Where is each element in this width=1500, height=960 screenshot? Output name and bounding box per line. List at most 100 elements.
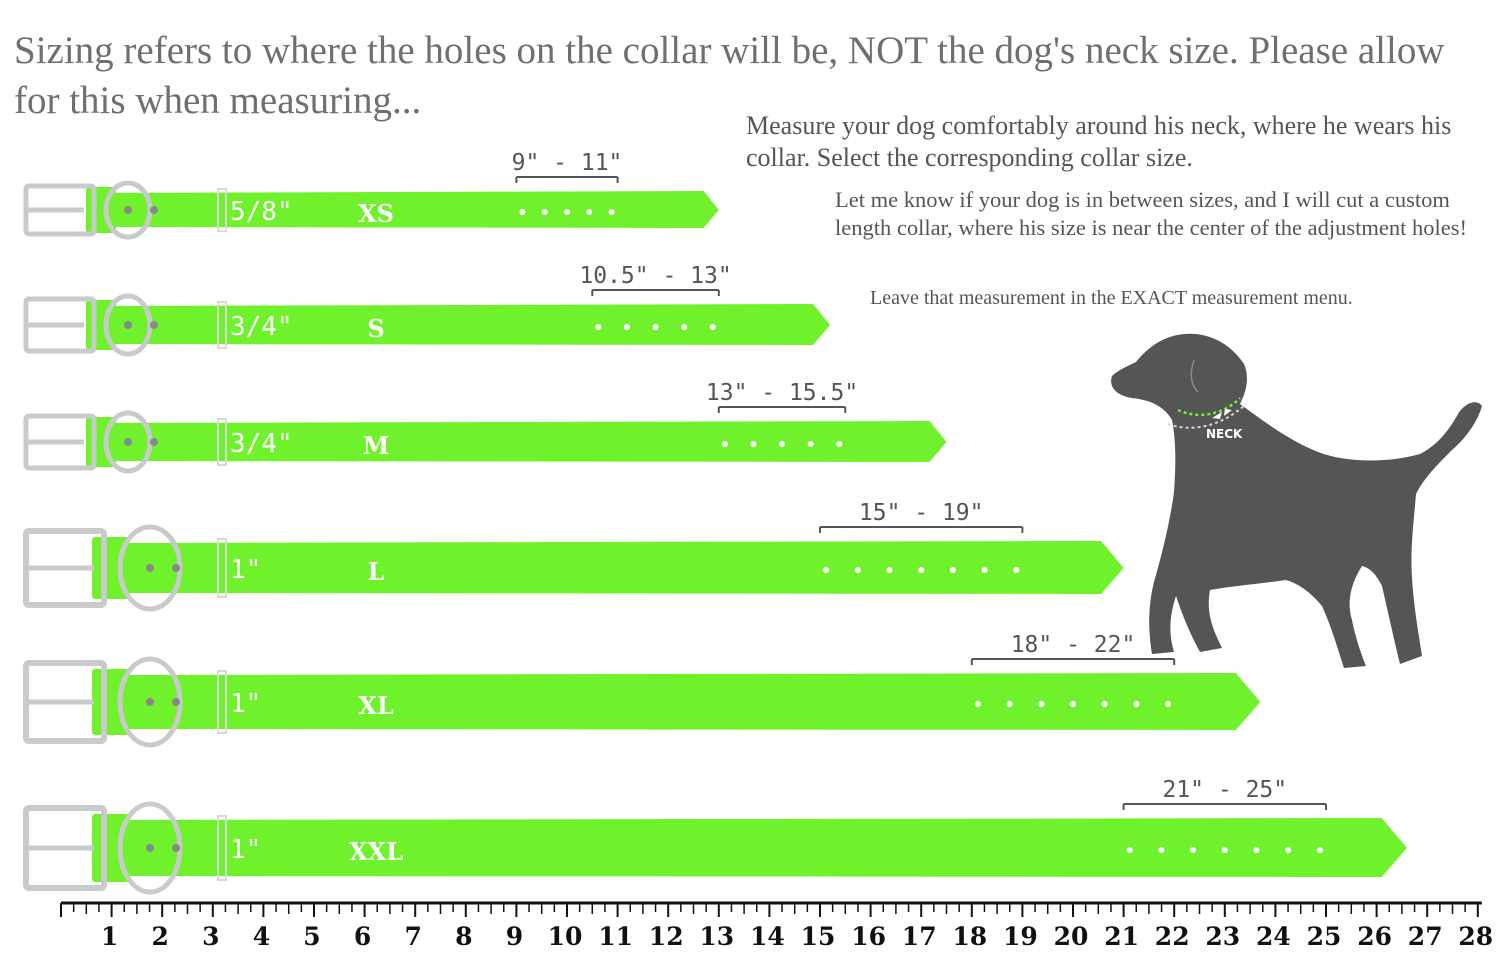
ruler-label: 27 bbox=[1408, 922, 1443, 951]
collar-hole bbox=[595, 324, 602, 330]
rivet bbox=[172, 698, 180, 706]
collar-hole bbox=[918, 567, 925, 573]
ruler-label: 23 bbox=[1205, 922, 1240, 951]
measure-instructions: Measure your dog comfortably around his … bbox=[746, 111, 1452, 172]
rivet bbox=[150, 321, 158, 329]
collar-strap bbox=[90, 421, 947, 462]
ruler-label: 19 bbox=[1003, 922, 1038, 951]
collar-hole bbox=[1070, 701, 1076, 707]
ruler-label: 3 bbox=[202, 922, 219, 951]
rivet bbox=[150, 438, 158, 446]
collar-hole bbox=[1126, 847, 1133, 853]
ruler-label: 10 bbox=[548, 922, 583, 951]
ruler-label: 15 bbox=[801, 922, 836, 951]
collar-hole bbox=[1285, 847, 1292, 853]
rivet bbox=[124, 321, 132, 329]
collar-hole bbox=[807, 441, 814, 447]
ruler-label: 8 bbox=[455, 922, 472, 951]
ruler-label: 4 bbox=[253, 922, 270, 951]
strap-keeper bbox=[217, 188, 227, 232]
collar-hole bbox=[1190, 847, 1197, 853]
collar-hole bbox=[1317, 847, 1323, 853]
collar-width-label: 5/8" bbox=[230, 197, 293, 227]
neck-label: NECK bbox=[1206, 427, 1243, 441]
ruler-label: 7 bbox=[404, 922, 421, 951]
collar-width-label: 3/4" bbox=[230, 429, 293, 459]
collar-hole bbox=[541, 209, 548, 215]
collar-hole bbox=[974, 701, 981, 707]
ruler-label: 12 bbox=[649, 922, 684, 951]
ruler-label: 22 bbox=[1155, 922, 1190, 951]
collar-hole bbox=[586, 209, 593, 215]
collar-m: 3/4" M 13" - 15.5" bbox=[23, 380, 947, 474]
ruler-label: 9 bbox=[506, 922, 523, 951]
ruler-label: 1 bbox=[101, 922, 118, 951]
collar-hole bbox=[854, 567, 861, 573]
rivet bbox=[124, 206, 132, 214]
ruler-label: 18 bbox=[952, 922, 987, 951]
ruler-label: 28 bbox=[1458, 922, 1493, 951]
collar-xl: 1" XL 18" - 22" bbox=[23, 632, 1261, 748]
collar-size-range: 9" - 11" bbox=[512, 150, 623, 176]
inch-ruler: 1 2 3 4 5 6 7 8 9 10 11 12 13 14 15 16 17 18 19 20 21 22 23 24 2… bbox=[60, 901, 1493, 951]
collar-hole bbox=[1006, 701, 1013, 707]
collar-width-label: 1" bbox=[230, 835, 261, 865]
ruler-label: 13 bbox=[699, 922, 734, 951]
rivet bbox=[146, 564, 154, 572]
collar-strap bbox=[90, 304, 831, 345]
collar-hole bbox=[1013, 567, 1020, 573]
collar-s: 3/4" S 10.5" - 13" bbox=[23, 263, 831, 357]
collar-width-label: 3/4" bbox=[230, 312, 293, 342]
sizing-headline: Sizing refers to where the holes on the … bbox=[14, 29, 1445, 122]
ruler-label: 21 bbox=[1104, 922, 1139, 951]
collar-hole bbox=[652, 324, 659, 330]
collar-hole bbox=[1038, 701, 1045, 707]
collar-size-label: XS bbox=[358, 199, 394, 228]
collar-hole bbox=[1165, 701, 1172, 707]
ruler-label: 17 bbox=[902, 922, 937, 951]
rivet bbox=[146, 698, 154, 706]
ruler-label: 26 bbox=[1357, 922, 1392, 951]
strap-keeper bbox=[217, 815, 227, 881]
collar-l: 1" L 15" - 19" bbox=[23, 500, 1124, 612]
collar-size-range: 21" - 25" bbox=[1162, 777, 1287, 803]
rivet bbox=[146, 844, 154, 852]
collar-hole bbox=[608, 209, 615, 215]
collar-hole bbox=[949, 567, 956, 573]
dog-silhouette-icon: NECK bbox=[1111, 333, 1482, 668]
ruler-label: 24 bbox=[1256, 922, 1291, 951]
collar-hole bbox=[623, 324, 630, 330]
collar-strap bbox=[96, 818, 1407, 877]
ruler-label: 16 bbox=[851, 922, 886, 951]
collar-hole bbox=[779, 441, 786, 447]
ruler-label: 5 bbox=[303, 922, 320, 951]
collar-width-label: 1" bbox=[230, 555, 261, 585]
ruler-label: 2 bbox=[151, 922, 168, 951]
collar-strap bbox=[96, 541, 1124, 594]
ruler-label: 11 bbox=[598, 922, 633, 951]
ruler-label: 20 bbox=[1054, 922, 1089, 951]
collar-list: 5/8" XS 9" - 11" 3/4" S 10.5" - 13" 3/4" M 13" -… bbox=[23, 150, 1407, 895]
collar-size-range: 10.5" - 13" bbox=[579, 263, 731, 289]
collar-hole bbox=[681, 324, 688, 330]
collar-hole bbox=[750, 441, 757, 447]
collar-width-label: 1" bbox=[230, 689, 261, 719]
strap-keeper bbox=[217, 670, 227, 734]
collar-size-label: M bbox=[363, 431, 390, 460]
collar-hole bbox=[836, 441, 843, 447]
collar-size-label: XXL bbox=[349, 837, 403, 866]
collar-hole bbox=[1101, 701, 1108, 707]
strap-keeper bbox=[217, 538, 227, 598]
collar-size-label: L bbox=[368, 557, 385, 586]
collar-size-label: XL bbox=[358, 691, 394, 720]
collar-hole bbox=[1158, 847, 1165, 853]
collar-size-range: 15" - 19" bbox=[859, 500, 984, 526]
collar-hole bbox=[564, 209, 570, 215]
collar-hole bbox=[1221, 847, 1228, 853]
ruler-label: 25 bbox=[1307, 922, 1342, 951]
collar-hole bbox=[981, 567, 988, 573]
exact-measurement-note: Leave that measurement in the EXACT meas… bbox=[870, 287, 1353, 309]
collar-hole bbox=[721, 441, 728, 447]
strap-keeper bbox=[217, 301, 227, 349]
